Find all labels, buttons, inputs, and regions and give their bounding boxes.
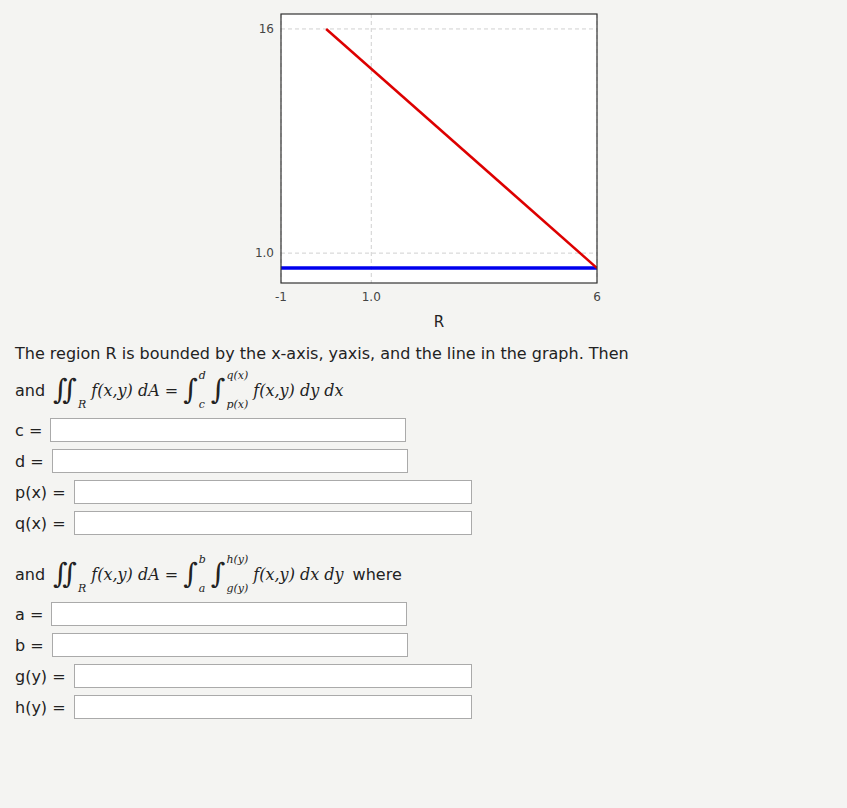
formula-text: f(x,y) dx dy bbox=[253, 565, 343, 584]
field-label: h(y) = bbox=[15, 698, 66, 717]
formula-limits: R bbox=[78, 554, 86, 594]
answer-box bbox=[50, 418, 406, 442]
formula-part: ∬R bbox=[53, 370, 86, 410]
formula-limits: R bbox=[78, 370, 86, 410]
field-label: g(y) = bbox=[15, 667, 66, 686]
formula-prefix: and bbox=[15, 565, 45, 584]
formula-sub: c bbox=[199, 399, 206, 410]
formula-part: ∫ba bbox=[183, 554, 206, 594]
answer-box bbox=[74, 480, 472, 504]
formula-text: f(x,y) dy dx bbox=[253, 381, 343, 400]
formula-prefix: and bbox=[15, 381, 45, 400]
formula-text: ∫ bbox=[183, 560, 198, 588]
field-row: p(x) = bbox=[15, 480, 472, 504]
field-label: b = bbox=[15, 636, 44, 655]
intro-text: The region R is bounded by the x-axis, y… bbox=[15, 344, 629, 363]
plot-frame bbox=[281, 14, 597, 283]
y-tick-label: 16 bbox=[259, 22, 274, 36]
y-tick-label: 1.0 bbox=[255, 246, 274, 260]
formula-sub: g(y) bbox=[226, 583, 248, 594]
answer-box bbox=[51, 602, 407, 626]
formula-part: ∫h(y) g(y) bbox=[211, 554, 248, 594]
formula-sub: a bbox=[199, 583, 206, 594]
formula-sup: q(x) bbox=[226, 370, 248, 381]
chart: -1 1.0 6 1.0 16 R bbox=[233, 4, 613, 339]
field-row: b = bbox=[15, 633, 408, 657]
field-label: p(x) = bbox=[15, 483, 66, 502]
formula: ∬Rf(x,y) dA =∫ba∫h(y)g(y)f(x,y) dx dy bbox=[53, 554, 348, 594]
formula-part: f(x,y) dx dy bbox=[253, 565, 343, 584]
grid-line-x bbox=[371, 14, 372, 283]
grid bbox=[281, 14, 597, 283]
formula-part: f(x,y) dA = bbox=[91, 565, 178, 584]
answer-box bbox=[74, 695, 472, 719]
formula-limits: ba bbox=[199, 554, 206, 594]
formula-limits: h(y) g(y) bbox=[226, 554, 248, 594]
field-row: g(y) = bbox=[15, 664, 472, 688]
formula-suffix: where bbox=[353, 565, 402, 584]
horizontal-line bbox=[281, 266, 597, 270]
grid-line-y bbox=[281, 253, 597, 254]
answer-box bbox=[74, 664, 472, 688]
formula-sub: p(x) bbox=[226, 399, 248, 410]
formula-text: f(x,y) dA = bbox=[91, 565, 178, 584]
formula-part: ∫dc bbox=[183, 370, 206, 410]
formula-text: f(x,y) dA = bbox=[91, 381, 178, 400]
field-row: d = bbox=[15, 449, 408, 473]
x-tick-label: -1 bbox=[275, 290, 287, 304]
formula-row: and∬Rf(x,y) dA =∫ba∫h(y)g(y)f(x,y) dx dy… bbox=[15, 554, 402, 594]
tick-labels: -1 1.0 6 1.0 16 bbox=[255, 22, 601, 304]
field-label: a = bbox=[15, 605, 43, 624]
formula-sup: h(y) bbox=[226, 554, 248, 565]
formula-sub: R bbox=[78, 399, 86, 410]
formula-part: ∫q(x) p(x) bbox=[211, 370, 248, 410]
formula-sub: R bbox=[78, 583, 86, 594]
field-label: c = bbox=[15, 421, 42, 440]
formula-row: and∬Rf(x,y) dA =∫dc∫q(x)p(x)f(x,y) dy dx bbox=[15, 370, 349, 410]
field-label: q(x) = bbox=[15, 514, 66, 533]
field-row: q(x) = bbox=[15, 511, 472, 535]
formula-limits: dc bbox=[199, 370, 206, 410]
formula-sup: b bbox=[199, 554, 206, 565]
formula-part: f(x,y) dy dx bbox=[253, 381, 343, 400]
field-row: a = bbox=[15, 602, 407, 626]
field-row: h(y) = bbox=[15, 695, 472, 719]
field-label: d = bbox=[15, 452, 44, 471]
field-row: c = bbox=[15, 418, 406, 442]
formula-text: ∬ bbox=[53, 376, 77, 404]
formula: ∬Rf(x,y) dA =∫dc∫q(x)p(x)f(x,y) dy dx bbox=[53, 370, 348, 410]
formula-sup: d bbox=[199, 370, 206, 381]
x-axis-label: R bbox=[434, 313, 444, 331]
answer-box bbox=[52, 633, 408, 657]
plot-background bbox=[281, 14, 597, 283]
line-series bbox=[326, 29, 597, 268]
series bbox=[281, 29, 597, 268]
answer-box bbox=[52, 449, 408, 473]
formula-part: f(x,y) dA = bbox=[91, 381, 178, 400]
x-tick-label: 1.0 bbox=[362, 290, 381, 304]
formula-text: ∫ bbox=[211, 560, 226, 588]
formula-limits: q(x) p(x) bbox=[226, 370, 248, 410]
formula-text: ∬ bbox=[53, 560, 77, 588]
answer-box bbox=[74, 511, 472, 535]
formula-part: ∬R bbox=[53, 554, 86, 594]
formula-text: ∫ bbox=[183, 376, 198, 404]
x-tick-label: 6 bbox=[593, 290, 601, 304]
formula-text: ∫ bbox=[211, 376, 226, 404]
